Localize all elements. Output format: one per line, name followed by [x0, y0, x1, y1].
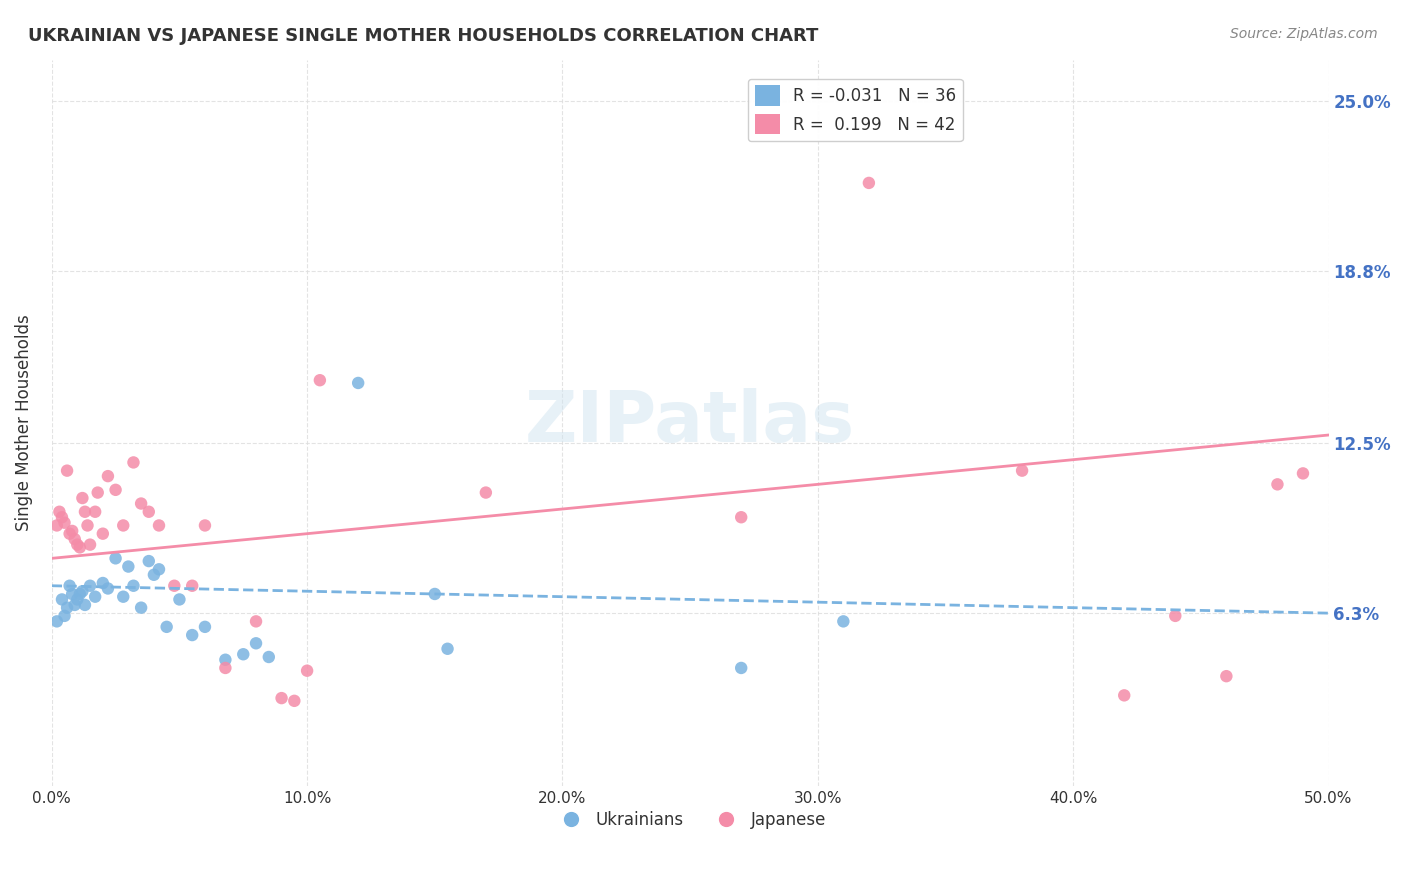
Point: [97, 582, 120, 596]
Point: [84, 590, 107, 604]
Point: [122, 579, 145, 593]
Point: [1114, 689, 1136, 703]
Point: [59, 579, 82, 593]
Point: [730, 510, 752, 524]
Point: [245, 615, 267, 629]
Point: [214, 653, 236, 667]
Point: [1267, 477, 1289, 491]
Point: [730, 661, 752, 675]
Point: [214, 661, 236, 675]
Point: [1292, 467, 1315, 481]
Point: [73, 505, 96, 519]
Point: [56, 600, 79, 615]
Point: [129, 496, 152, 510]
Point: [51, 510, 73, 524]
Point: [69, 587, 91, 601]
Point: [63, 598, 86, 612]
Point: [858, 176, 880, 190]
Point: [104, 483, 127, 497]
Point: [60, 587, 83, 601]
Point: [423, 587, 446, 601]
Point: [48, 505, 70, 519]
Point: [138, 554, 160, 568]
Point: [79, 538, 101, 552]
Point: [295, 664, 318, 678]
Point: [194, 518, 217, 533]
Point: [72, 491, 94, 505]
Point: [163, 579, 186, 593]
Point: [270, 691, 292, 706]
Point: [84, 505, 107, 519]
Point: [51, 592, 73, 607]
Point: [112, 590, 135, 604]
Point: [475, 485, 498, 500]
Legend: Ukrainians, Japanese: Ukrainians, Japanese: [547, 805, 832, 836]
Point: [63, 532, 86, 546]
Point: [97, 469, 120, 483]
Point: [66, 538, 89, 552]
Point: [56, 464, 79, 478]
Point: [436, 641, 458, 656]
Point: [72, 584, 94, 599]
Point: [283, 694, 305, 708]
Point: [309, 373, 332, 387]
Point: [194, 620, 217, 634]
Point: [347, 376, 370, 390]
Text: Source: ZipAtlas.com: Source: ZipAtlas.com: [1230, 27, 1378, 41]
Point: [181, 579, 204, 593]
Point: [142, 567, 165, 582]
Point: [66, 592, 89, 607]
Point: [60, 524, 83, 538]
Point: [257, 650, 280, 665]
Point: [53, 608, 76, 623]
Text: UKRAINIAN VS JAPANESE SINGLE MOTHER HOUSEHOLDS CORRELATION CHART: UKRAINIAN VS JAPANESE SINGLE MOTHER HOUS…: [28, 27, 818, 45]
Point: [129, 600, 152, 615]
Point: [104, 551, 127, 566]
Point: [156, 620, 179, 634]
Text: ZIPatlas: ZIPatlas: [524, 388, 855, 458]
Point: [91, 526, 114, 541]
Point: [148, 562, 170, 576]
Point: [232, 647, 254, 661]
Point: [59, 526, 82, 541]
Point: [138, 505, 160, 519]
Point: [91, 576, 114, 591]
Point: [73, 598, 96, 612]
Point: [245, 636, 267, 650]
Point: [148, 518, 170, 533]
Point: [181, 628, 204, 642]
Y-axis label: Single Mother Households: Single Mother Households: [15, 314, 32, 531]
Point: [69, 541, 91, 555]
Point: [45, 518, 67, 533]
Point: [112, 518, 135, 533]
Point: [117, 559, 139, 574]
Point: [45, 615, 67, 629]
Point: [79, 579, 101, 593]
Point: [1011, 464, 1033, 478]
Point: [76, 518, 98, 533]
Point: [1164, 608, 1187, 623]
Point: [832, 615, 855, 629]
Point: [53, 516, 76, 530]
Point: [86, 485, 108, 500]
Point: [169, 592, 191, 607]
Point: [122, 455, 145, 469]
Point: [1215, 669, 1237, 683]
